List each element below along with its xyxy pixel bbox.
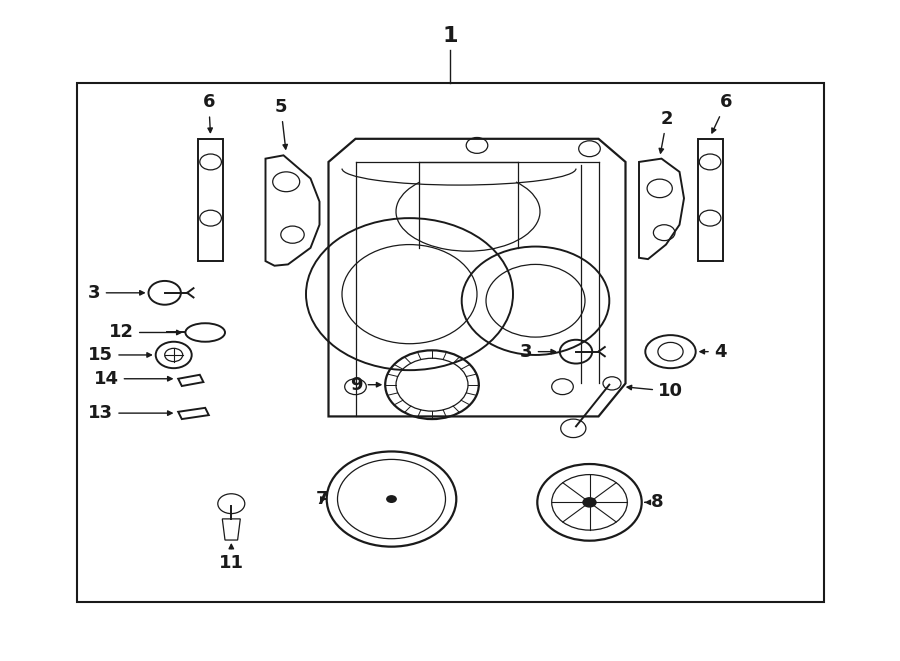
Text: 10: 10 — [627, 382, 683, 401]
Circle shape — [582, 497, 597, 508]
Text: 14: 14 — [94, 369, 172, 388]
Text: 13: 13 — [88, 404, 172, 422]
Text: 9: 9 — [350, 375, 381, 394]
Bar — [698, 139, 723, 261]
Text: 12: 12 — [109, 323, 181, 342]
Circle shape — [386, 495, 397, 503]
Text: 6: 6 — [202, 93, 215, 132]
Text: 5: 5 — [274, 98, 287, 149]
Text: 15: 15 — [88, 346, 151, 364]
Text: 2: 2 — [659, 110, 673, 153]
Bar — [76, 83, 824, 602]
Text: 3: 3 — [520, 342, 555, 361]
Text: 8: 8 — [645, 493, 663, 512]
Text: 4: 4 — [700, 342, 726, 361]
Text: 6: 6 — [712, 93, 733, 133]
Bar — [198, 139, 223, 261]
Text: 1: 1 — [442, 26, 458, 46]
Text: 3: 3 — [88, 284, 144, 302]
Text: 7: 7 — [316, 490, 328, 508]
Text: 11: 11 — [219, 545, 244, 572]
